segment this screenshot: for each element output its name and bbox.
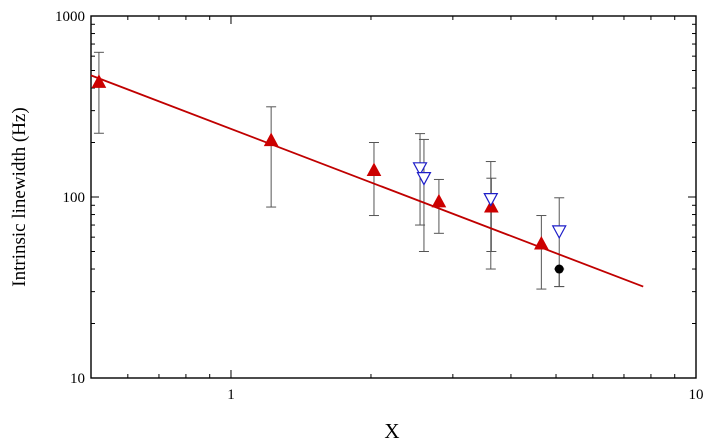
data-point-triangle-down [551,225,567,240]
plot-frame [90,15,697,379]
y-tick-label: 10 [70,371,85,387]
fit-line [90,74,644,288]
data-point-circle [554,264,564,274]
data-point-triangle-up [91,74,107,88]
data-point-triangle-up [534,235,549,250]
plot-area-border [90,15,697,379]
axis-ticks [90,15,697,379]
x-tick-label: 10 [689,387,704,403]
data-point-triangle-down [416,171,432,186]
y-axis-title: Intrinsic linewidth (Hz) [9,107,30,286]
y-tick-label: 100 [63,190,86,206]
axis-labels: 1 10 10 100 1000 [55,9,704,403]
data-point-triangle-up [484,198,499,213]
y-tick-label: 1000 [55,9,85,25]
x-axis-title: X [384,419,399,443]
data-point-triangle-up [431,193,447,208]
data-markers [91,74,567,274]
data-point-triangle-up [263,132,279,147]
data-point-triangle-down [412,162,428,177]
x-tick-label: 1 [227,387,235,403]
fit-line-group [90,74,644,288]
error-bars [93,51,565,290]
data-point-triangle-up [366,162,382,177]
data-point-triangle-down [483,192,499,207]
